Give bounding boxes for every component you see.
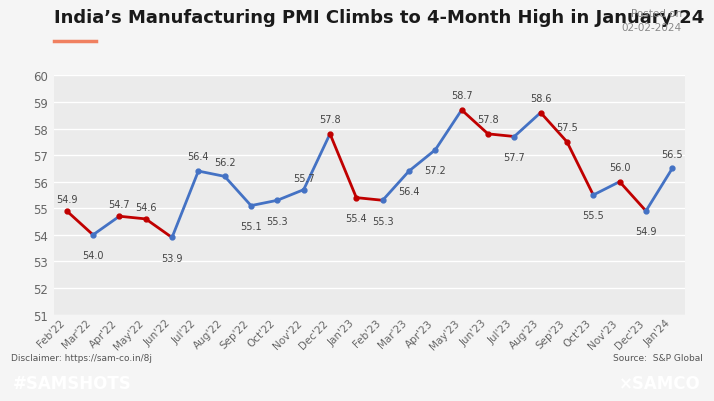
Text: 55.3: 55.3	[266, 216, 288, 226]
Text: 56.4: 56.4	[398, 187, 420, 197]
Text: 54.0: 54.0	[82, 251, 104, 261]
Text: 53.9: 53.9	[161, 253, 183, 263]
Text: 54.6: 54.6	[135, 203, 156, 213]
Text: Disclaimer: https://sam-co.in/8j: Disclaimer: https://sam-co.in/8j	[11, 353, 151, 362]
Text: 55.4: 55.4	[346, 213, 367, 223]
Text: 55.5: 55.5	[583, 211, 604, 221]
Text: 54.7: 54.7	[109, 200, 130, 210]
Text: 58.6: 58.6	[530, 93, 551, 103]
Text: 57.7: 57.7	[503, 152, 526, 162]
Text: 56.5: 56.5	[661, 149, 683, 159]
Text: 55.3: 55.3	[372, 216, 393, 226]
Text: 54.9: 54.9	[56, 194, 77, 205]
Text: 56.4: 56.4	[188, 152, 209, 162]
Text: 57.2: 57.2	[424, 166, 446, 176]
Text: Source:  S&P Global: Source: S&P Global	[613, 353, 703, 362]
Text: 02-02-2024: 02-02-2024	[622, 23, 682, 33]
Text: 58.7: 58.7	[451, 91, 473, 101]
Text: 57.8: 57.8	[477, 115, 499, 125]
Text: 54.9: 54.9	[635, 227, 657, 237]
Text: 55.7: 55.7	[293, 173, 315, 183]
Text: 57.8: 57.8	[319, 115, 341, 125]
Text: 56.2: 56.2	[214, 157, 236, 167]
Text: 57.5: 57.5	[556, 123, 578, 133]
Text: 56.0: 56.0	[609, 162, 630, 172]
Text: ×SAMCO: ×SAMCO	[620, 374, 701, 391]
Text: India’s Manufacturing PMI Climbs to 4-Month High in January’24: India’s Manufacturing PMI Climbs to 4-Mo…	[54, 9, 704, 27]
Text: #SAMSHOTS: #SAMSHOTS	[13, 374, 131, 391]
Text: 55.1: 55.1	[240, 221, 262, 231]
Text: Posted on: Posted on	[630, 9, 682, 19]
